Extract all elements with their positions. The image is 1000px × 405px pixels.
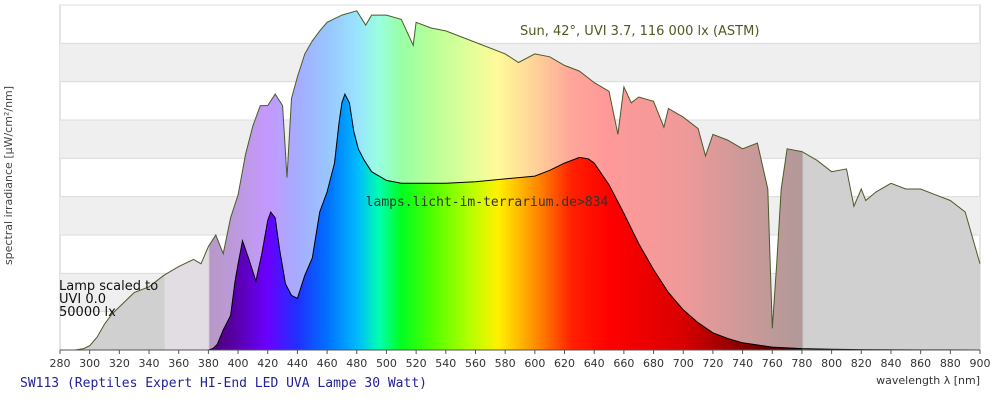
x-tick-label: 600 (524, 357, 545, 370)
x-tick-label: 700 (673, 357, 694, 370)
x-tick-label: 640 (584, 357, 605, 370)
x-tick-label: 880 (940, 357, 961, 370)
x-tick-label: 560 (465, 357, 486, 370)
x-tick-label: 400 (228, 357, 249, 370)
x-tick-label: 460 (317, 357, 338, 370)
y-axis-label-box: spectral irradiance [µW/cm²/nm] (0, 0, 18, 350)
x-tick-label: 780 (791, 357, 812, 370)
lamp-scale-annotation-line: UVI 0.0 (59, 292, 106, 307)
x-tick-label: 740 (732, 357, 753, 370)
x-tick-label: 320 (109, 357, 130, 370)
x-tick-label: 840 (880, 357, 901, 370)
sun-series-line (74, 10, 981, 351)
x-tick-label: 500 (376, 357, 397, 370)
x-tick-label: 760 (762, 357, 783, 370)
x-tick-label: 800 (821, 357, 842, 370)
lamp-series-line (208, 92, 981, 351)
x-tick-label: 300 (79, 357, 100, 370)
x-tick-label: 660 (613, 357, 634, 370)
x-tick-label: 620 (554, 357, 575, 370)
x-tick-label: 680 (643, 357, 664, 370)
x-tick-label: 280 (50, 357, 71, 370)
x-tick-label: 340 (139, 357, 160, 370)
chart-annotations: Sun, 42°, UVI 3.7, 116 000 lx (ASTM) lamp… (59, 24, 759, 320)
x-tick-label: 520 (406, 357, 427, 370)
x-tick-label: 360 (168, 357, 189, 370)
source-annotation: lamps.licht-im-terrarium.de>834 (366, 195, 609, 210)
lamp-scale-annotation-line: 50000 lx (59, 305, 116, 320)
x-tick-label: 900 (970, 357, 991, 370)
x-tick-label: 380 (198, 357, 219, 370)
x-axis: 280 300 320 340 360 380 400 420 440 460 480 500 520 5… (50, 349, 991, 370)
lamp-title: SW113 (Reptiles Expert HI-End LED UVA La… (20, 376, 427, 391)
x-axis-label: wavelength λ [nm] (876, 374, 980, 387)
x-tick-label: 860 (910, 357, 931, 370)
x-tick-label: 420 (257, 357, 278, 370)
x-tick-label: 820 (851, 357, 872, 370)
sun-annotation: Sun, 42°, UVI 3.7, 116 000 lx (ASTM) (520, 24, 759, 39)
x-tick-label: 440 (287, 357, 308, 370)
x-tick-label: 720 (702, 357, 723, 370)
x-tick-label: 580 (495, 357, 516, 370)
y-axis-label: spectral irradiance [µW/cm²/nm] (2, 85, 16, 265)
x-tick-label: 480 (346, 357, 367, 370)
x-tick-label: 540 (435, 357, 456, 370)
lamp-scale-annotation-line: Lamp scaled to (59, 279, 158, 294)
